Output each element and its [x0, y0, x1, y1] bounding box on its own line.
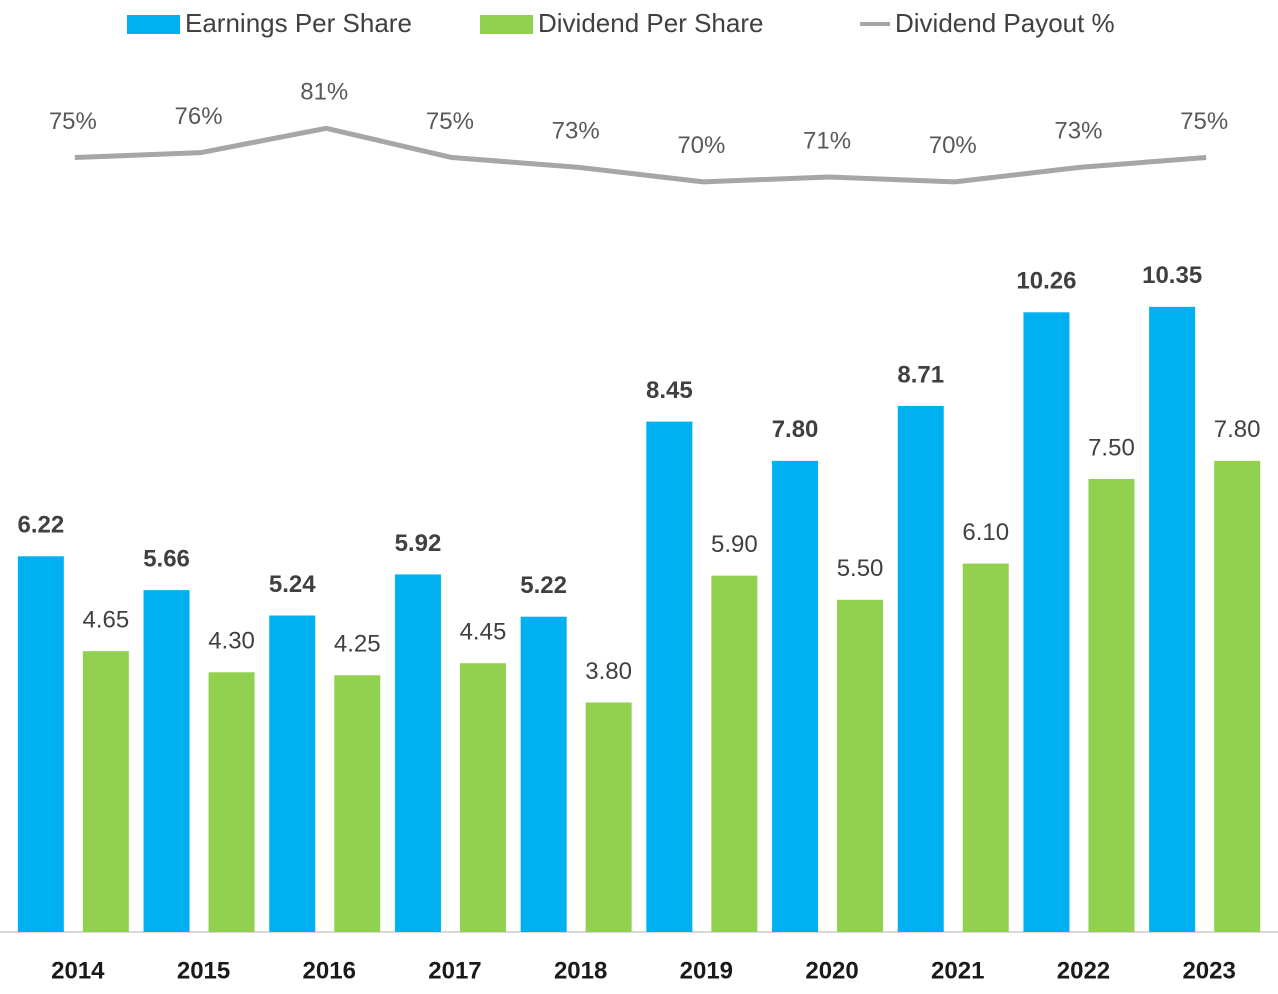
data-label: 75% [1180, 108, 1228, 135]
x-tick-label: 2021 [931, 957, 984, 984]
bar [82, 651, 129, 932]
data-label: 75% [426, 108, 474, 135]
data-label: 75% [49, 108, 97, 135]
x-tick-label: 2022 [1057, 957, 1110, 984]
bar [459, 663, 506, 932]
data-label: 81% [300, 79, 348, 106]
data-label: 6.10 [962, 519, 1009, 546]
x-tick-label: 2016 [303, 957, 356, 984]
bar [269, 615, 316, 932]
data-label: 7.80 [1214, 416, 1261, 443]
x-tick-label: 2023 [1182, 957, 1235, 984]
x-tick-label: 2020 [805, 957, 858, 984]
x-tick-label: 2014 [51, 957, 105, 984]
data-label: 5.22 [520, 572, 567, 599]
data-label: 73% [552, 118, 600, 145]
bar [1214, 460, 1261, 932]
bar [1023, 312, 1070, 932]
data-label: 5.90 [711, 531, 758, 558]
bar [837, 599, 884, 932]
bar [962, 563, 1009, 932]
data-label: 4.65 [82, 606, 129, 633]
data-label: 6.22 [17, 512, 64, 539]
data-label: 8.45 [646, 377, 693, 404]
legend-label: Dividend Payout % [895, 8, 1115, 38]
data-label: 8.71 [897, 361, 944, 388]
bar [585, 702, 632, 932]
legend-swatch [480, 15, 533, 34]
data-label: 71% [803, 127, 851, 154]
data-label: 3.80 [585, 658, 632, 685]
bar [208, 672, 255, 932]
bar [520, 616, 567, 932]
data-label: 73% [1054, 118, 1102, 145]
bar [897, 405, 944, 932]
data-label: 4.25 [334, 631, 381, 658]
data-label: 5.66 [143, 545, 190, 572]
data-label: 70% [929, 132, 977, 159]
x-tick-label: 2018 [554, 957, 607, 984]
bar [17, 556, 64, 932]
bar [394, 574, 441, 932]
data-label: 5.24 [269, 571, 316, 598]
bar [1088, 479, 1135, 932]
data-label: 10.26 [1016, 268, 1076, 295]
data-label: 76% [175, 103, 223, 130]
x-tick-label: 2015 [177, 957, 230, 984]
bar [772, 460, 819, 932]
x-tick-label: 2019 [680, 957, 733, 984]
bar [334, 675, 381, 932]
bar [711, 575, 758, 932]
data-label: 7.80 [772, 416, 819, 443]
data-label: 10.35 [1142, 262, 1202, 289]
legend-label: Earnings Per Share [185, 8, 412, 38]
bar [143, 590, 190, 932]
line [74, 125, 1207, 185]
legend-label: Dividend Per Share [538, 8, 763, 38]
data-label: 5.92 [395, 530, 442, 557]
data-label: 4.30 [208, 628, 255, 655]
data-label: 70% [677, 132, 725, 159]
x-tick-label: 2017 [428, 957, 481, 984]
legend-swatch [127, 15, 180, 34]
bar [1149, 306, 1196, 932]
data-label: 5.50 [837, 555, 884, 582]
data-label: 7.50 [1088, 434, 1135, 461]
data-label: 4.45 [460, 619, 507, 646]
bar [646, 421, 693, 932]
